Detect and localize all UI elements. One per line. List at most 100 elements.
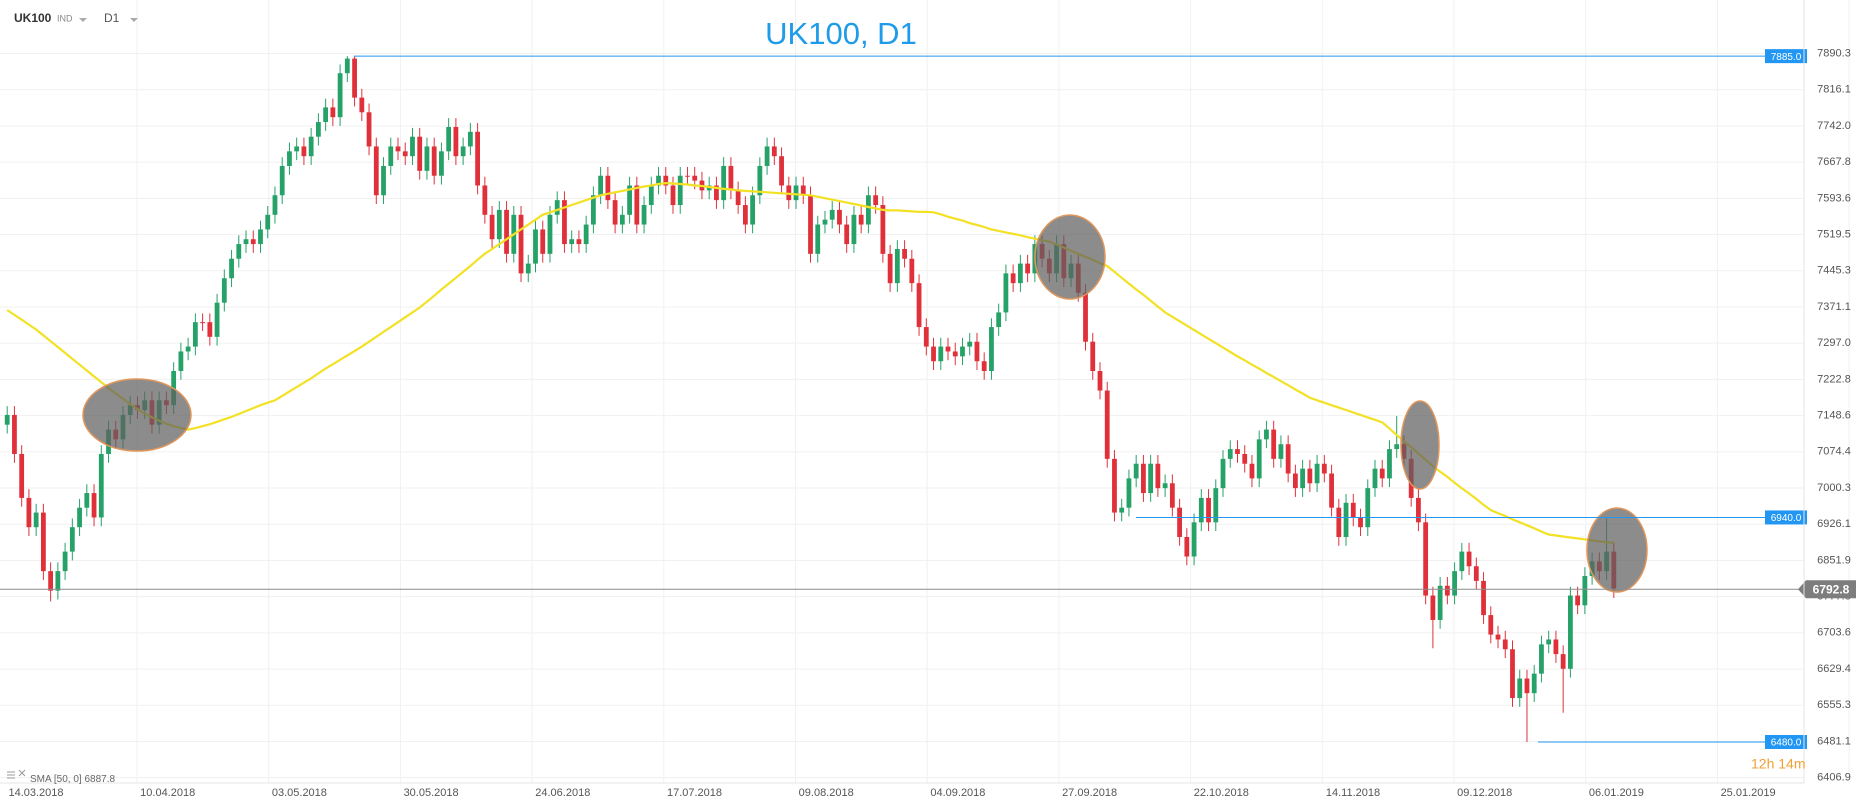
dropdown-arrow[interactable] [79, 18, 87, 22]
candle-body [489, 214, 495, 240]
grid-layer [0, 0, 1850, 783]
timeframe[interactable]: D1 [104, 11, 120, 25]
level-label: 7885.0 [1771, 52, 1802, 63]
candle-body [1162, 483, 1168, 489]
candle-body [40, 512, 46, 572]
y-tick-label: 6703.6 [1817, 627, 1851, 639]
candle-body [837, 209, 842, 225]
candle-body [576, 239, 582, 245]
candle-body [1430, 595, 1436, 620]
candle-body [605, 175, 611, 201]
candle-body [19, 453, 25, 498]
candle-body [1169, 483, 1175, 508]
candle-body [829, 209, 835, 220]
candle-body [402, 151, 408, 157]
candle-body [1285, 444, 1291, 474]
candle-body [996, 312, 1002, 328]
candle-body [764, 146, 770, 166]
y-tick-label: 7074.4 [1817, 446, 1851, 458]
x-tick-label: 04.09.2018 [930, 787, 985, 799]
indicator-value: 6887.8 [84, 774, 115, 785]
candle-body [887, 253, 893, 284]
candle-body [844, 224, 850, 245]
instrument-class[interactable]: IND [57, 13, 73, 23]
candle-body [359, 97, 365, 113]
candle-body [84, 493, 90, 508]
candle-body [1502, 639, 1508, 650]
candle-body [4, 414, 10, 425]
candle-body [1553, 639, 1559, 655]
x-tick-label: 25.01.2019 [1721, 787, 1776, 799]
candle-body [518, 214, 524, 274]
candle-body [236, 244, 242, 259]
candle-body [192, 322, 198, 347]
candle-body [685, 175, 690, 177]
level-tag [1765, 49, 1807, 64]
y-tick-label: 7667.8 [1817, 156, 1851, 168]
candle-body [1466, 551, 1472, 567]
candle-body [815, 224, 821, 254]
candle-body [1300, 468, 1306, 489]
candle-body [1307, 468, 1313, 484]
candle-body [1184, 536, 1190, 557]
candle-body [424, 146, 430, 171]
highlight-ellipse [82, 378, 192, 452]
candle-body [931, 346, 936, 362]
candle-body [1314, 463, 1320, 484]
candle-body [388, 146, 394, 166]
candle-body [315, 122, 321, 137]
x-tick-label: 09.12.2018 [1457, 787, 1512, 799]
candle-body [460, 146, 466, 157]
candle-body [873, 195, 879, 206]
candle-body [1567, 595, 1573, 669]
candle-body [1343, 502, 1349, 537]
candle-body [1133, 463, 1139, 479]
candle-body [1437, 585, 1443, 620]
candle-body [858, 214, 864, 225]
candle-body [1112, 458, 1117, 513]
candle-body [619, 214, 625, 225]
current-price-label: 6792.8 [1813, 582, 1850, 596]
candle-body [395, 146, 401, 152]
candle-body [1387, 449, 1392, 479]
candle-body [243, 239, 249, 245]
candle-body [221, 278, 227, 303]
candle-body [952, 351, 958, 357]
chart-title: UK100, D1 [765, 16, 917, 51]
candle-body [1488, 615, 1494, 635]
candle-body [1155, 463, 1161, 489]
candle-body [1271, 429, 1277, 459]
candle-body [33, 512, 39, 528]
candle-body [569, 239, 575, 245]
candle-body [808, 195, 813, 254]
countdown: 12h 14m [1751, 756, 1805, 772]
candle-body [1372, 468, 1378, 489]
candle-body [337, 73, 343, 118]
candle-body [1358, 517, 1363, 528]
candle-body [200, 322, 205, 324]
candle-body [1097, 370, 1103, 391]
indicator-legend-icons[interactable] [7, 769, 26, 779]
candle-body [1365, 488, 1371, 528]
candle-body [1423, 522, 1429, 596]
candle-body [938, 346, 944, 362]
candle-body [945, 346, 951, 352]
dropdown-arrow[interactable] [130, 18, 138, 22]
candle-body [308, 136, 314, 157]
overlay-layer: 7890.3 7816.1 7742.0 7667.8 7593.6 7519.5 7445… [0, 47, 1856, 799]
candle-body [294, 146, 300, 152]
candle-body [598, 175, 604, 196]
symbol[interactable]: UK100 [14, 11, 52, 25]
candle-body [381, 165, 386, 196]
candle-body [1191, 522, 1197, 557]
candle-body [301, 146, 307, 157]
candle-body [410, 136, 415, 157]
candle-body [714, 185, 719, 201]
candle-body [1090, 341, 1096, 371]
candle-body [91, 493, 97, 518]
x-tick-label: 06.01.2019 [1589, 787, 1644, 799]
candle-body [265, 214, 271, 230]
y-tick-label: 7000.3 [1817, 482, 1851, 494]
candle-body [533, 229, 538, 264]
